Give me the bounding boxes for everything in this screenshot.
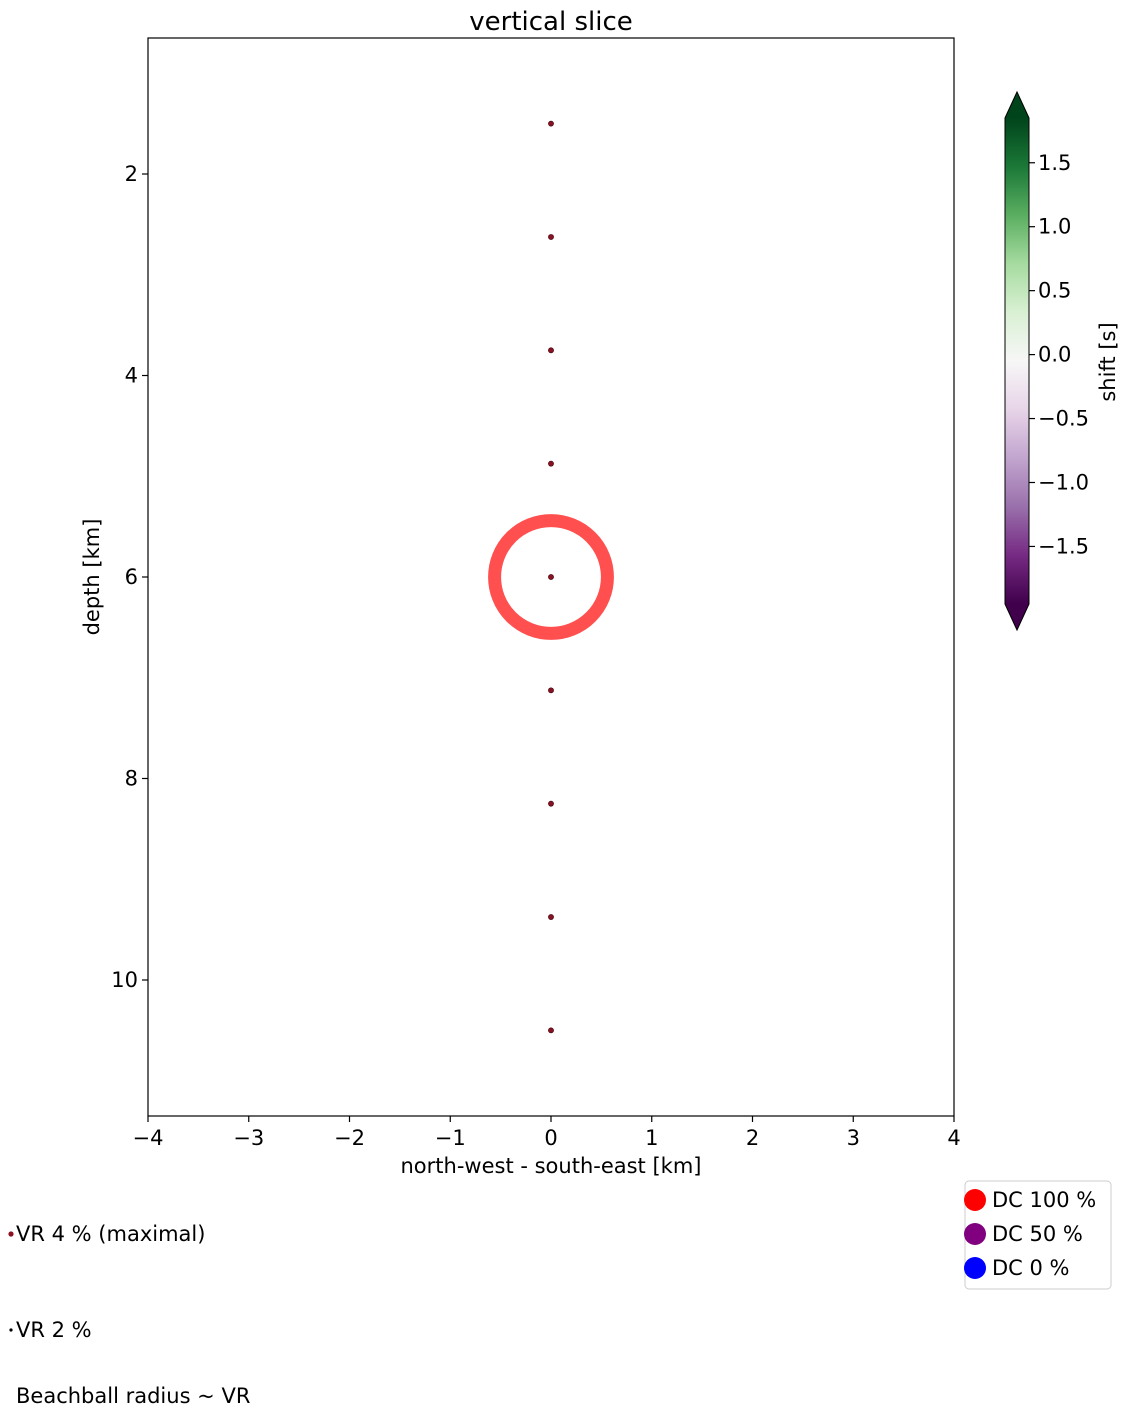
vr-legend-marker (8, 1231, 14, 1237)
y-tick-label: 6 (125, 565, 138, 589)
grid-point (548, 460, 554, 467)
colorbar-tick-label: 1.0 (1038, 215, 1071, 239)
colorbar-tick-label: 1.5 (1038, 151, 1071, 175)
x-tick-label: 0 (544, 1126, 557, 1150)
dc-legend-marker (964, 1257, 986, 1279)
grid-point (548, 1027, 554, 1034)
colorbar-tick-label: −1.5 (1038, 534, 1089, 558)
y-tick-label: 10 (111, 968, 138, 992)
vr-legend: VR 4 % (maximal) VR 2 % (8, 1222, 205, 1342)
colorbar-tick-label: 0.5 (1038, 279, 1071, 303)
colorbar-extend-top (1005, 92, 1029, 118)
y-tick-label: 4 (125, 364, 138, 388)
dc-legend-label: DC 50 % (992, 1222, 1083, 1246)
vr-legend-label: VR 2 % (16, 1318, 92, 1342)
colorbar-tick-label: 0.0 (1038, 343, 1071, 367)
y-axis: 2 4 6 8 10 (111, 162, 148, 992)
dc-legend-marker (964, 1223, 986, 1245)
x-tick-label: 3 (847, 1126, 860, 1150)
colorbar-tick-label: −0.5 (1038, 407, 1089, 431)
vr-legend-label: VR 4 % (maximal) (16, 1222, 205, 1246)
colorbar-label: shift [s] (1096, 322, 1120, 401)
x-tick-label: −1 (435, 1126, 466, 1150)
x-axis-label: north-west - south-east [km] (401, 1154, 702, 1178)
y-axis-label: depth [km] (80, 519, 104, 636)
dc-legend: DC 100 % DC 50 % DC 0 % (964, 1180, 1112, 1290)
x-tick-label: 2 (746, 1126, 759, 1150)
dc-legend-label: DC 100 % (992, 1188, 1096, 1212)
beachball-note: Beachball radius ~ VR (16, 1384, 250, 1408)
x-tick-label: 1 (645, 1126, 658, 1150)
colorbar-gradient (1005, 118, 1029, 604)
colorbar: 1.5 1.0 0.5 0.0 −0.5 −1.0 −1.5 (1004, 90, 1089, 632)
y-tick-label: 2 (125, 162, 138, 186)
grid-point (548, 800, 554, 807)
dc-legend-label: DC 0 % (992, 1256, 1070, 1280)
grid-point (548, 914, 554, 920)
y-tick-label: 8 (125, 766, 138, 790)
dc-legend-marker (964, 1189, 986, 1211)
colorbar-tick-label: −1.0 (1038, 471, 1089, 495)
x-axis: −4 −3 −2 −1 0 1 2 3 4 (133, 1116, 961, 1150)
grid-point (548, 687, 554, 694)
grid-point (548, 120, 554, 127)
colorbar-outline (1004, 90, 1030, 632)
best-solution-ring (488, 514, 614, 640)
x-tick-label: −2 (334, 1126, 365, 1150)
x-tick-label: 4 (947, 1126, 960, 1150)
vr-legend-marker (9, 1328, 13, 1332)
grid-point (548, 234, 554, 240)
grid-point (548, 574, 554, 580)
colorbar-extend-bottom (1005, 604, 1029, 630)
chart-title: vertical slice (469, 7, 633, 37)
x-tick-label: −3 (233, 1126, 264, 1150)
grid-point (548, 347, 554, 354)
x-tick-label: −4 (133, 1126, 164, 1150)
